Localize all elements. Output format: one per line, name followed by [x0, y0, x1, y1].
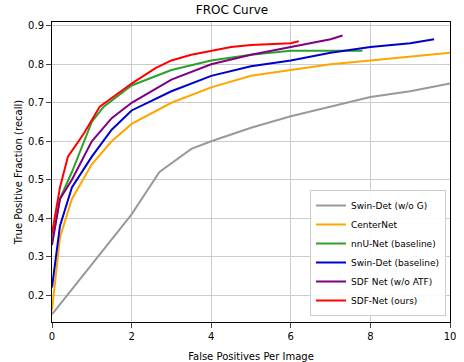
svg-text:nnU-Net (baseline): nnU-Net (baseline): [351, 239, 436, 249]
svg-text:FROC Curve: FROC Curve: [196, 3, 268, 17]
svg-text:0.4: 0.4: [28, 213, 44, 224]
svg-text:0: 0: [49, 331, 55, 342]
svg-text:4: 4: [208, 331, 214, 342]
svg-text:0.5: 0.5: [28, 174, 44, 185]
svg-text:0.6: 0.6: [28, 136, 44, 147]
svg-text:Swin-Det (w/o G): Swin-Det (w/o G): [351, 201, 427, 211]
svg-text:0.2: 0.2: [28, 290, 44, 301]
svg-text:0.7: 0.7: [28, 97, 44, 108]
svg-text:0.9: 0.9: [28, 20, 44, 31]
svg-text:2: 2: [128, 331, 134, 342]
svg-text:6: 6: [288, 331, 294, 342]
svg-text:Swin-Det (baseline): Swin-Det (baseline): [351, 258, 439, 268]
svg-text:10: 10: [444, 331, 457, 342]
svg-text:SDF-Net (ours): SDF-Net (ours): [351, 296, 417, 306]
svg-text:0.3: 0.3: [28, 251, 44, 262]
svg-text:8: 8: [367, 331, 373, 342]
svg-text:CenterNet: CenterNet: [351, 220, 398, 230]
svg-text:SDF Net (w/o ATF): SDF Net (w/o ATF): [351, 277, 432, 287]
svg-text:True Positive Fraction (recall: True Positive Fraction (recall): [13, 100, 24, 245]
svg-text:False Positives Per Image: False Positives Per Image: [188, 351, 314, 362]
svg-text:0.8: 0.8: [28, 59, 44, 70]
